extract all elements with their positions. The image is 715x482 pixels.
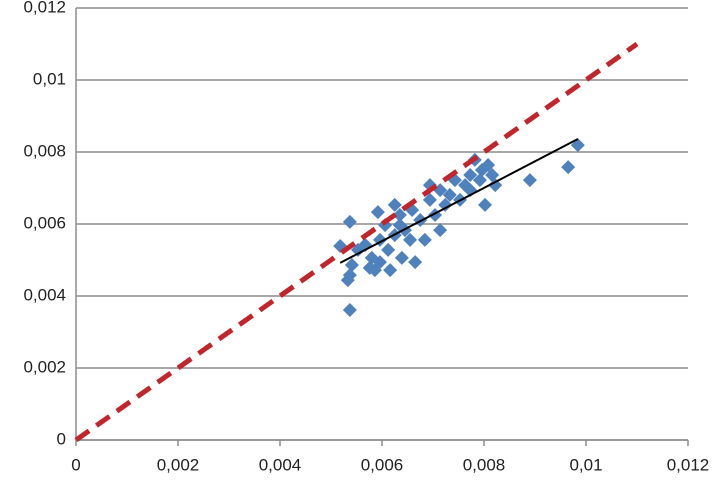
y-tick-label: 0,01 xyxy=(33,69,66,88)
point xyxy=(478,197,493,212)
point xyxy=(570,138,585,153)
x-tick-label: 0,01 xyxy=(569,455,602,474)
point xyxy=(442,187,457,202)
point xyxy=(522,173,537,188)
y-tick-label: 0,006 xyxy=(23,213,66,232)
x-tick-label: 0,004 xyxy=(259,455,302,474)
y-tick-label: 0,012 xyxy=(23,0,66,16)
point xyxy=(485,168,500,183)
point xyxy=(392,218,407,233)
point xyxy=(340,273,355,288)
point xyxy=(383,263,398,278)
point xyxy=(433,223,448,238)
point xyxy=(481,157,496,172)
point xyxy=(344,258,359,273)
trend-line xyxy=(339,138,579,264)
point xyxy=(417,232,432,247)
point xyxy=(463,168,478,183)
point xyxy=(408,255,423,270)
point xyxy=(394,250,409,265)
y-tick-label: 0 xyxy=(57,429,66,448)
point xyxy=(342,214,357,229)
point xyxy=(387,197,402,212)
x-tick-label: 0,012 xyxy=(667,455,710,474)
point xyxy=(438,197,453,212)
x-tick-label: 0,006 xyxy=(361,455,404,474)
x-tick-label: 0 xyxy=(71,455,80,474)
point xyxy=(472,173,487,188)
point xyxy=(422,192,437,207)
point xyxy=(342,303,357,318)
point xyxy=(381,242,396,257)
point xyxy=(392,208,407,222)
point xyxy=(488,178,503,193)
point xyxy=(367,263,382,278)
point xyxy=(370,205,385,220)
reference-line xyxy=(74,41,639,443)
x-tick-label: 0,008 xyxy=(463,455,506,474)
x-tick-label: 0,002 xyxy=(157,455,200,474)
y-tick-label: 0,008 xyxy=(23,141,66,160)
y-tick-label: 0,004 xyxy=(23,285,66,304)
point xyxy=(561,160,576,175)
y-tick-label: 0,002 xyxy=(23,357,66,376)
point xyxy=(403,232,418,247)
